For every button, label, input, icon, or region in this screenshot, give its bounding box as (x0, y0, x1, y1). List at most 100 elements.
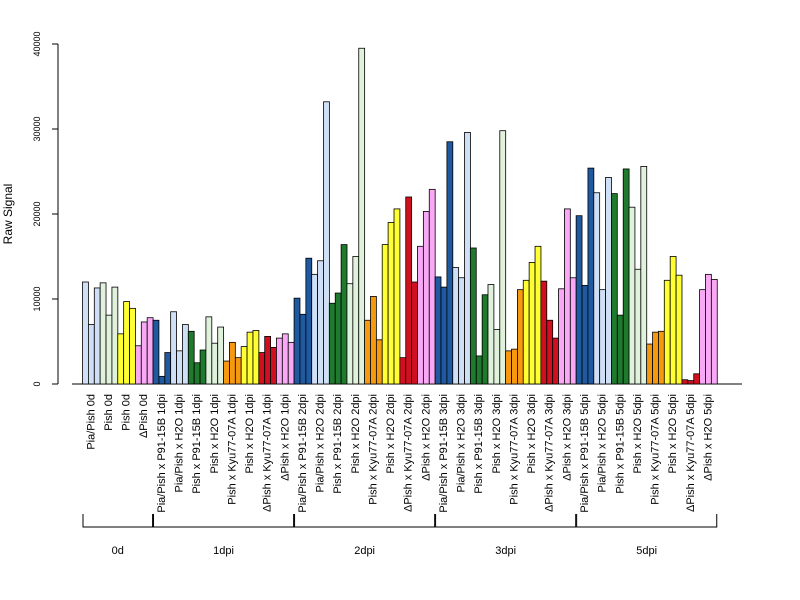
timepoint-bracket (153, 514, 295, 528)
bar (528, 262, 536, 385)
x-tick-label: Pish x P91-15B 1dpi (191, 394, 203, 494)
x-tick-label: Pish x H2O 2dpi (385, 394, 397, 473)
bar (229, 341, 236, 385)
timepoint-label: 1dpi (213, 545, 234, 557)
bar (111, 286, 119, 385)
x-tick-label: Pish x H2O 5dpi (632, 394, 644, 473)
bar (505, 350, 512, 385)
bar (675, 274, 683, 385)
timepoint-bracket (576, 514, 718, 528)
bar (599, 289, 606, 385)
bar (658, 330, 665, 385)
bar (287, 341, 295, 385)
x-tick-label: Pia/Pish x H2O 2dpi (315, 394, 327, 492)
bar (434, 276, 442, 385)
timepoint-brackets: 0d 1dpi 2dpi 3dpi 5dpi (82, 514, 718, 557)
x-tick-label: Pish x H2O 2dpi (350, 394, 362, 473)
bar (205, 316, 213, 385)
x-tick-label: Pish x H2O 5dpi (667, 394, 679, 473)
bar (182, 324, 189, 385)
bar (546, 319, 554, 385)
x-tick-label: Pish x Kyu77-07A 3dpi (508, 394, 520, 505)
timepoint-bracket (435, 514, 577, 528)
x-tick-label: Pish x H2O 1dpi (244, 394, 256, 473)
bar (158, 375, 166, 385)
bar (481, 294, 489, 385)
bar (663, 279, 671, 385)
bar (652, 331, 659, 385)
bar (452, 267, 460, 385)
x-tick-label: Pish x H2O 3dpi (526, 394, 538, 473)
x-tick-label: Pia/Pish 0d (85, 394, 97, 450)
bar (399, 357, 407, 385)
bar (687, 380, 695, 385)
bar (587, 167, 595, 385)
bar (710, 279, 718, 385)
bar (458, 277, 465, 385)
bar (417, 245, 424, 385)
bar (264, 335, 272, 385)
bar (82, 281, 89, 385)
bar (211, 342, 219, 385)
bar (117, 333, 125, 385)
y-tick-label: 40000 (32, 31, 42, 56)
bar (511, 348, 518, 385)
bar (317, 260, 324, 385)
bars-layer (82, 47, 718, 385)
bar (611, 193, 618, 385)
bar (305, 257, 313, 385)
bar (605, 177, 612, 385)
timepoint-label: 5dpi (636, 545, 657, 557)
bar (634, 268, 642, 385)
y-tick-label: 30000 (32, 116, 42, 141)
bar (475, 355, 483, 385)
bar (622, 168, 630, 385)
bar (299, 313, 307, 385)
x-tick-label: Pish x Kyu77-07A 1dpi (226, 394, 238, 505)
y-tick-label: 0 (32, 381, 42, 386)
x-tick-label: Pia/Pish x H2O 3dpi (456, 394, 468, 492)
bar (499, 130, 507, 385)
bar (464, 131, 471, 385)
bar (370, 296, 377, 385)
bar (88, 324, 95, 385)
bar (522, 279, 530, 385)
y-tick-label: 20000 (32, 201, 42, 226)
bar (134, 345, 142, 385)
x-tick-label: Pia/Pish x H2O 5dpi (597, 394, 609, 492)
bar (581, 284, 589, 385)
bar (199, 349, 207, 385)
bar (446, 141, 454, 385)
x-tick-label: ΔPish x H2O 3dpi (561, 394, 573, 481)
bar (540, 280, 548, 385)
bar (375, 339, 383, 385)
bar (328, 302, 336, 385)
x-tick-label: ΔPish x H2O 2dpi (420, 394, 432, 481)
bar (393, 208, 401, 385)
bar (146, 317, 154, 385)
bar (276, 337, 283, 385)
bar (469, 247, 477, 385)
bar (487, 284, 495, 385)
bar (358, 47, 366, 385)
timepoint-bracket (294, 514, 436, 528)
bar (252, 330, 260, 385)
x-tick-label: ΔPish 0d (138, 394, 150, 438)
bar (346, 283, 354, 385)
timepoint-label: 2dpi (354, 545, 375, 557)
bar (187, 330, 195, 385)
x-tick-label: Pish x P91-15B 2dpi (332, 394, 344, 494)
bar (705, 273, 712, 385)
bar (564, 208, 571, 385)
bar (552, 337, 559, 385)
bar (387, 222, 395, 385)
bar (352, 256, 360, 385)
bar (170, 311, 177, 385)
timepoint-bracket (82, 514, 154, 528)
bar (323, 101, 330, 385)
bar (440, 286, 448, 385)
x-tick-label: Pish 0d (103, 394, 115, 431)
x-tick-label: Pia/Pish x P91-15B 1dpi (156, 394, 168, 513)
x-tick-label: Pish x Kyu77-07A 2dpi (367, 394, 379, 505)
x-tick-label: Pia/Pish x P91-15B 2dpi (297, 394, 309, 513)
